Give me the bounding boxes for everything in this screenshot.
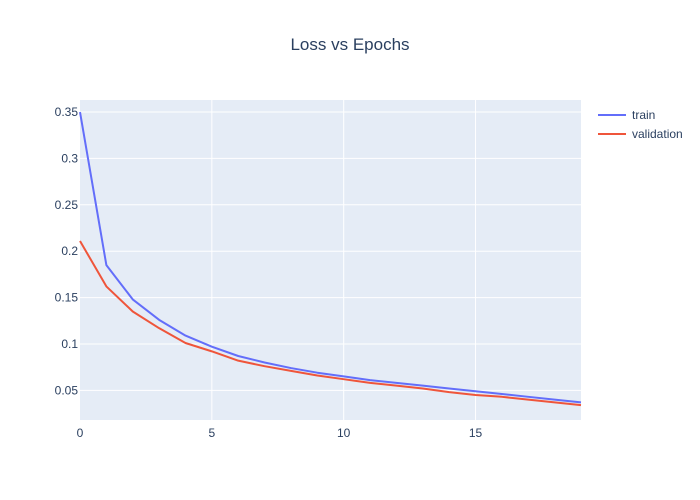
legend-label: train [632, 108, 655, 122]
y-tick-label: 0.25 [55, 198, 79, 212]
series-line-validation [79, 240, 582, 407]
legend-item-validation[interactable]: validation [598, 127, 683, 141]
y-tick-label: 0.15 [55, 291, 79, 305]
y-tick-label: 0.2 [61, 244, 78, 258]
y-tick-label: 0.35 [55, 105, 79, 119]
plot-area [80, 100, 581, 420]
chart-title: Loss vs Epochs [290, 35, 409, 54]
y-axis-ticks: 0.05 0.1 0.15 0.2 0.25 0.3 0.35 [55, 105, 79, 397]
y-tick-label: 0.05 [55, 383, 79, 397]
legend: train validation [598, 108, 683, 141]
gridlines [80, 100, 581, 420]
x-tick-label: 15 [469, 426, 483, 440]
y-tick-label: 0.3 [61, 151, 78, 165]
y-tick-label: 0.1 [61, 337, 78, 351]
x-axis-ticks: 0 5 10 15 [77, 426, 483, 440]
series-line-train [79, 111, 582, 404]
legend-item-train[interactable]: train [598, 108, 655, 122]
x-tick-label: 5 [208, 426, 215, 440]
series-layer [79, 111, 582, 407]
legend-label: validation [632, 127, 683, 141]
x-tick-label: 10 [337, 426, 351, 440]
x-tick-label: 0 [77, 426, 84, 440]
